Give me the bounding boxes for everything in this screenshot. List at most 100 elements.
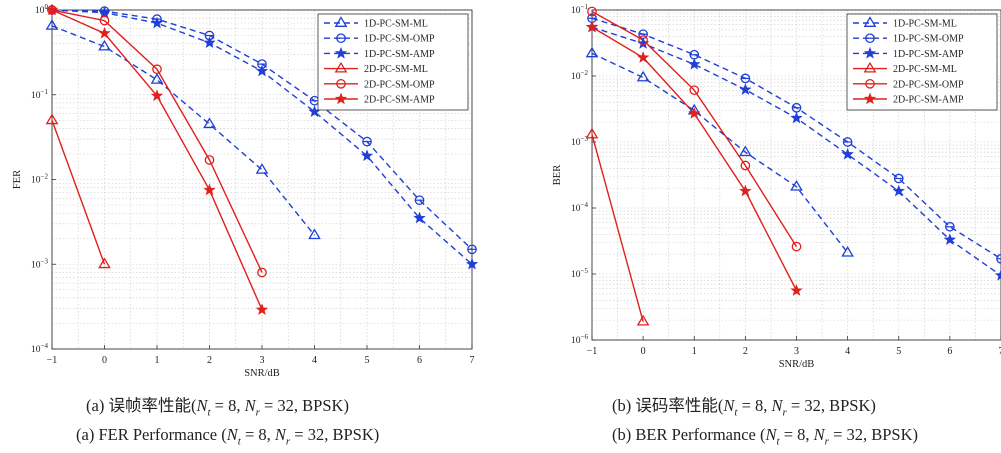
legend-marker — [863, 46, 877, 59]
data-point-1D-PC-SM-ML — [308, 228, 321, 240]
chart-ber: −1 0 1 2 3 4 5 6 7 10−1 10−2 10−3 10−4 10−5 10−6 SNR/dB… — [552, 3, 1001, 370]
data-point-1D-PC-SM-AMP — [739, 83, 752, 96]
legend-marker — [865, 33, 875, 44]
data-point-2D-PC-SM-OMP-ring — [740, 160, 751, 171]
data-point-1D-PC-SM-OMP — [893, 173, 904, 184]
y-tick-label: 10−4 — [31, 342, 48, 355]
data-point-1D-PC-SM-ML — [45, 19, 59, 30]
x-tick-label: 7 — [470, 355, 475, 366]
x-tick-label: 1 — [692, 346, 697, 357]
data-point-2D-PC-SM-AMP — [636, 51, 650, 63]
series-line-1D-PC-SM-ML — [52, 25, 316, 236]
y-tick-label: 10−4 — [571, 201, 588, 214]
legend-label: 2D-PC-SM-ML — [364, 64, 428, 75]
data-point-2D-PC-SM-AMP — [45, 3, 59, 16]
data-point-2D-PC-SM-AMP — [790, 284, 803, 296]
data-point-2D-PC-SM-OMP — [689, 85, 700, 96]
data-point-2D-PC-SM-AMP — [255, 303, 269, 316]
data-point-2D-PC-SM-AMP — [203, 183, 216, 196]
legend-item: 1D-PC-SM-AMP — [853, 46, 964, 60]
data-point-2D-PC-SM-OMP-ring — [152, 64, 162, 75]
y-axis-label: BER — [552, 165, 563, 185]
legend-box — [317, 13, 469, 111]
x-tick-label: 0 — [102, 355, 107, 366]
data-point-1D-PC-SM-AMP — [994, 268, 1001, 281]
legend-label: 2D-PC-SM-OMP — [364, 79, 435, 90]
data-point-2D-PC-SM-AMP — [687, 106, 701, 119]
legend-label: 2D-PC-SM-OMP — [893, 79, 964, 90]
x-tick-label: 5 — [365, 355, 370, 366]
data-point-2D-PC-SM-AMP — [98, 26, 111, 39]
data-point-2D-PC-SM-OMP-ring — [204, 155, 215, 165]
y-tick-label: 10−3 — [31, 257, 48, 270]
x-tick-label: −1 — [47, 355, 58, 366]
data-point-1D-PC-SM-AMP — [465, 257, 479, 270]
legend-label: 2D-PC-SM-AMP — [893, 95, 964, 106]
data-point-1D-PC-SM-OMP — [842, 137, 853, 147]
data-point-1D-PC-SM-AMP — [203, 36, 216, 49]
legend-ber: 1D-PC-SM-ML 1D-PC-SM-OMP 1D-PC-SM-AMP 2D-PC… — [846, 13, 998, 111]
legend-item: 2D-PC-SM-OMP — [324, 78, 435, 90]
data-point-1D-PC-SM-AMP — [150, 16, 164, 29]
data-point-2D-PC-SM-OMP-ring — [791, 241, 802, 252]
data-point-2D-PC-SM-OMP — [638, 35, 648, 45]
legend-item: 1D-PC-SM-ML — [853, 16, 957, 30]
legend-marker — [863, 92, 877, 105]
series-line-2D-PC-SM-ML — [52, 120, 106, 265]
legend-item: 1D-PC-SM-OMP — [324, 33, 435, 45]
data-point-2D-PC-SM-ML — [98, 257, 111, 269]
data-point-2D-PC-SM-OMP-ring — [587, 6, 597, 17]
legend-fer: 1D-PC-SM-ML 1D-PC-SM-OMP 1D-PC-SM-AMP 2D-PC… — [317, 13, 469, 111]
data-point-2D-PC-SM-OMP — [257, 267, 267, 278]
x-tick-label: −1 — [587, 346, 598, 357]
y-tick-label: 10−2 — [571, 69, 588, 82]
data-point-2D-PC-SM-OMP-ring — [638, 35, 648, 45]
legend-box — [846, 13, 998, 111]
y-tick-label: 10−3 — [571, 135, 588, 148]
data-point-2D-PC-SM-OMP — [152, 64, 162, 75]
legend-item: 1D-PC-SM-OMP — [853, 33, 964, 45]
data-point-1D-PC-SM-OMP — [362, 136, 372, 147]
data-point-2D-PC-SM-OMP — [204, 155, 215, 165]
caption-b-chinese: (b) 误码率性能(Nt = 8, Nr = 32, BPSK) — [612, 396, 876, 419]
legend-item: 1D-PC-SM-ML — [324, 16, 428, 30]
series-line-2D-PC-SM-OMP — [52, 10, 263, 273]
legend-label: 1D-PC-SM-OMP — [364, 34, 435, 45]
data-point-1D-PC-SM-OMP — [689, 49, 700, 60]
data-point-2D-PC-SM-OMP — [587, 6, 597, 17]
x-tick-label: 2 — [207, 355, 212, 366]
data-point-1D-PC-SM-ML — [203, 117, 216, 129]
legend-label: 1D-PC-SM-AMP — [893, 49, 964, 60]
x-tick-label: 3 — [794, 346, 799, 357]
x-tick-label: 5 — [896, 346, 901, 357]
legend-marker-ring — [336, 78, 346, 89]
data-point-1D-PC-SM-OMP — [945, 221, 955, 232]
data-point-1D-PC-SM-ML — [841, 245, 854, 257]
data-point-1D-PC-SM-ML — [636, 70, 650, 82]
legend-marker — [336, 78, 346, 89]
x-tick-label: 1 — [155, 355, 160, 366]
y-axis-label: FER — [12, 170, 23, 189]
y-tick-label: 10−1 — [31, 88, 48, 101]
legend-label: 1D-PC-SM-ML — [893, 19, 957, 30]
data-point-1D-PC-SM-AMP — [790, 111, 803, 124]
x-tick-label: 6 — [947, 346, 952, 357]
legend-item: 2D-PC-SM-ML — [324, 61, 428, 75]
chart-fer: −1 0 1 2 3 4 5 6 7 100 10−1 10−2 10−3 10−4 SNR/dB FER 1D… — [12, 3, 479, 379]
series-line-2D-PC-SM-AMP — [52, 10, 263, 311]
data-point-2D-PC-SM-ML — [45, 113, 59, 125]
caption-b-english: (b) BER Performance (Nt = 8, Nr = 32, BP… — [612, 425, 919, 448]
data-point-1D-PC-SM-AMP — [841, 147, 854, 160]
series-line-1D-PC-SM-ML — [592, 52, 849, 254]
data-point-1D-PC-SM-ML — [255, 163, 269, 174]
data-point-2D-PC-SM-AMP — [739, 184, 752, 197]
data-point-2D-PC-SM-OMP — [99, 15, 110, 26]
legend-marker — [334, 16, 348, 27]
data-point-1D-PC-SM-OMP — [996, 253, 1001, 264]
data-point-2D-PC-SM-OMP — [791, 241, 802, 252]
data-point-1D-PC-SM-AMP — [687, 57, 701, 70]
legend-label: 2D-PC-SM-AMP — [364, 95, 435, 106]
data-point-1D-PC-SM-AMP — [892, 184, 906, 197]
x-tick-label: 7 — [999, 346, 1001, 357]
